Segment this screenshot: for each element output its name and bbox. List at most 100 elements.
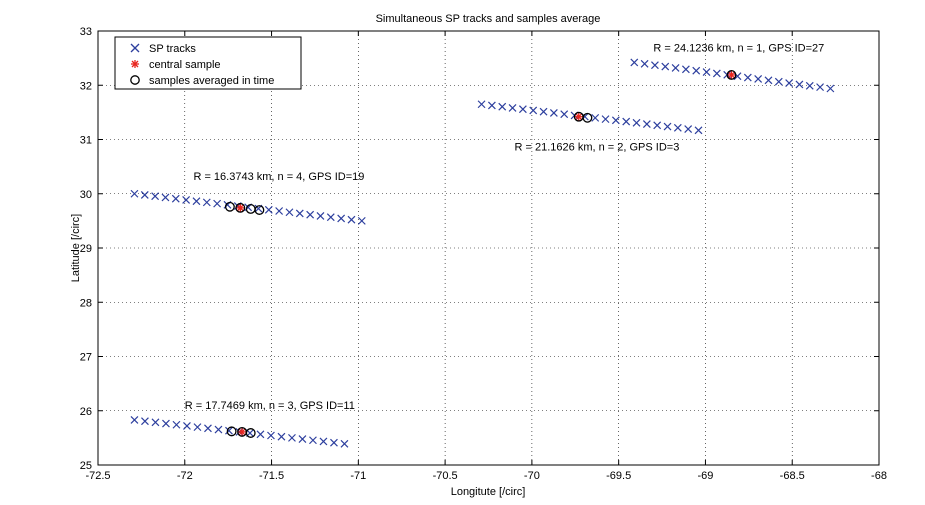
sp-track-point [764,76,773,85]
sp-track-point [213,199,222,208]
sp-track-point [340,439,349,448]
sp-track-point [487,101,496,110]
sp-track-point [754,74,763,83]
legend-label-sp-tracks: SP tracks [149,43,196,55]
sp-track-point [560,110,569,119]
sp-track-point [298,435,307,443]
sp-track-point [692,66,701,75]
sp-track-point [671,64,680,72]
sp-track-point [663,122,672,131]
sp-track-point [591,113,600,122]
track-annotation: R = 17.7469 km, n = 3, GPS ID=11 [185,400,355,412]
sp-track-point [267,431,275,440]
sp-track-point [630,58,639,67]
sp-track-point [816,83,825,92]
sp-track-point [192,197,201,206]
y-tick-label: 31 [80,135,92,147]
sp-track-point [171,194,180,203]
y-tick-label: 29 [80,243,92,255]
sp-track-point [357,216,366,225]
averaged-sample-point [226,426,237,437]
sp-track-point [151,418,160,427]
sp-track-point [225,426,233,435]
y-tick-label: 33 [80,26,92,38]
x-tick-label: -71 [350,470,366,482]
sp-track-point [264,205,273,214]
sp-track-point [653,121,662,130]
sp-track-point [337,214,346,223]
sp-track-point [214,425,223,434]
sp-track-point [785,79,794,87]
averaged-sample-point [254,205,265,215]
sp-track-point [140,191,149,199]
sp-track-point [295,209,304,218]
legend: SP tracks central sample samples average… [114,36,302,90]
sp-track-point [651,61,659,70]
legend-box [114,36,302,90]
sp-track-point [347,215,356,224]
sp-track-point [151,192,160,201]
y-tick-label: 30 [80,189,92,201]
track-annotation: R = 24.1236 km, n = 1, GPS ID=27 [653,43,824,55]
sp-track-point [285,208,294,217]
y-tick-label: 25 [80,460,92,472]
x-axis-title: Longitute [/circ] [451,486,526,498]
sp-track-point [549,108,558,117]
track-annotation: R = 21.1626 km, n = 2, GPS ID=3 [515,141,680,153]
sp-track-point [172,420,181,429]
averaged-sample-point [726,69,737,80]
legend-marker-samples-averaged [130,75,140,85]
sp-track-point [277,432,286,441]
sp-track-point [743,73,752,82]
legend-marker-sp-tracks [130,43,140,53]
legend-label-samples-averaged: samples averaged in time [149,75,274,87]
sp-track-point [204,424,212,433]
track-annotation: R = 16.3743 km, n = 4, GPS ID=19 [193,171,364,183]
sp-track-point [712,69,721,78]
y-tick-label: 32 [80,80,92,92]
y-tick-label: 27 [80,352,92,364]
grid [98,31,879,465]
sp-track-point [288,433,296,442]
sp-track-point [774,77,783,86]
sp-track-point [161,193,170,202]
sp-track-point [193,423,202,432]
sp-track-point [681,65,690,74]
sp-track-point [795,80,804,89]
averaged-sample-point [245,428,256,438]
sp-track-point [275,207,284,215]
x-tick-label: -68.5 [780,470,805,482]
central-sample-point [727,70,736,79]
sp-track-point [256,430,265,439]
sp-track-point [326,213,335,222]
sp-track-point [529,106,538,115]
central-sample-point [238,427,247,436]
sp-track-point [508,104,517,112]
x-tick-label: -72.5 [85,470,110,482]
averaged-sample-point [224,201,235,212]
sp-track-point [498,102,507,111]
chart-title: Simultaneous SP tracks and samples avera… [376,13,601,25]
sp-track-point [309,436,317,445]
sp-track-point [162,419,170,428]
annotations: R = 24.1236 km, n = 1, GPS ID=27 R = 21.1… [185,43,825,413]
x-tick-label: -70.5 [433,470,458,482]
x-tick-label: -69 [697,470,713,482]
sp-track-point [702,68,711,76]
sp-track-point [330,438,338,447]
sp-track-point [632,118,641,127]
x-tick-label: -70 [524,470,540,482]
legend-marker-central-sample [131,60,139,68]
averaged-sample-point [582,112,593,123]
sp-track-point [306,210,315,219]
x-tick-label: -72 [177,470,193,482]
sp-track-point [141,417,149,426]
sp-track-point [611,116,620,125]
sp-track-point [826,84,835,93]
sp-track-point [684,125,693,133]
sp-track-point [622,117,631,126]
sp-track-point [640,59,649,68]
sp-track-point [130,189,139,198]
